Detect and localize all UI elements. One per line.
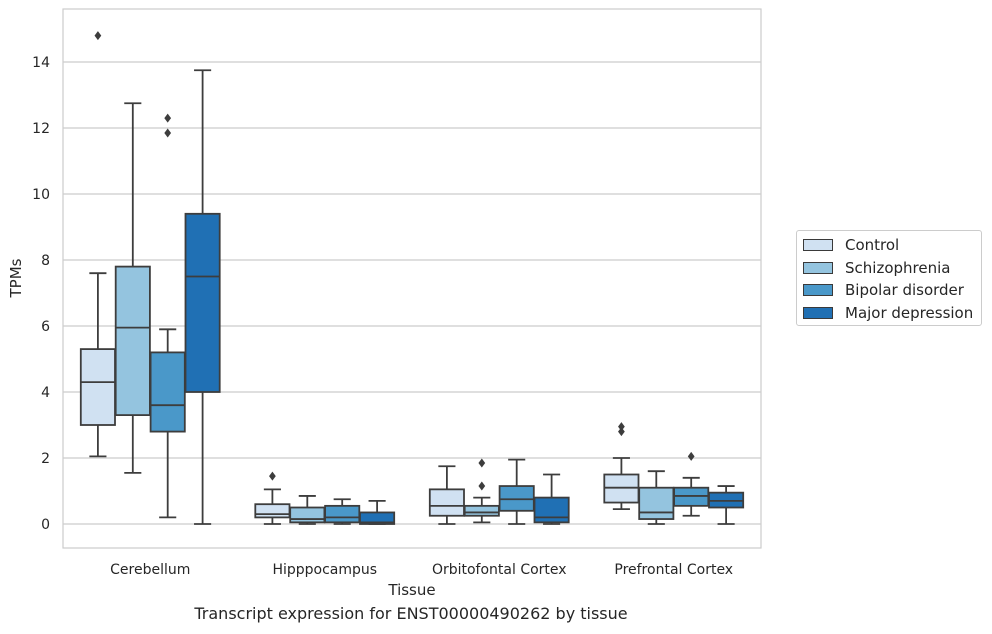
y-tick-label: 2 (41, 451, 50, 467)
legend-swatch-schizophrenia (803, 262, 833, 274)
outlier-point (164, 128, 172, 138)
box-bipolar-disorder-cerebellum (149, 113, 186, 519)
iqr-box (114, 265, 151, 417)
legend: Control Schizophrenia Bipolar disorder M… (796, 230, 982, 326)
box-bipolar-disorder-orbitofontal-cortex (498, 458, 535, 525)
plot-frame (62, 8, 762, 549)
legend-item-bipolar-disorder: Bipolar disorder (803, 280, 964, 300)
legend-swatch-bipolar-disorder (803, 284, 833, 296)
outlier-point (618, 427, 625, 437)
x-tick-label-cerebellum: Cerebellum (110, 562, 190, 578)
x-axis-label: Tissue (387, 581, 435, 599)
chart-title: Transcript expression for ENST0000049026… (194, 604, 628, 623)
outlier-point (164, 113, 172, 123)
iqr-box (463, 504, 500, 517)
legend-item-major-depression: Major depression (803, 303, 973, 323)
y-tick-label: 12 (32, 121, 50, 137)
outlier-point (687, 451, 695, 461)
legend-item-control: Control (803, 235, 899, 255)
box-control-hipppocampus (254, 471, 291, 525)
iqr-box (428, 488, 465, 517)
box-major-depression-cerebellum (184, 69, 221, 525)
x-tick-label-hipppocampus: Hipppocampus (272, 562, 377, 578)
iqr-box (324, 504, 361, 524)
iqr-box (289, 506, 326, 524)
legend-label-major-depression: Major depression (845, 304, 974, 322)
box-control-orbitofontal-cortex (428, 465, 465, 525)
y-axis-tick-labels: 0 2 4 6 8 10 12 14 (32, 55, 50, 533)
iqr-box (254, 503, 291, 519)
legend-item-schizophrenia: Schizophrenia (803, 258, 950, 278)
iqr-box (184, 212, 221, 393)
outlier-point (94, 31, 102, 41)
box-major-depression-prefrontal-cortex (708, 485, 745, 525)
box-control-prefrontal-cortex (603, 422, 640, 511)
y-tick-label: 0 (41, 517, 50, 533)
iqr-box (79, 348, 116, 426)
outlier-point (618, 422, 625, 432)
iqr-box (149, 351, 186, 433)
outlier-point (478, 481, 486, 491)
x-tick-label-prefrontal-cortex: Prefrontal Cortex (614, 562, 733, 578)
outlier-point (478, 458, 486, 468)
legend-label-schizophrenia: Schizophrenia (845, 259, 951, 277)
y-axis-label: TPMs (7, 258, 25, 298)
y-tick-label: 14 (32, 55, 50, 71)
iqr-box (533, 496, 570, 524)
box-schizophrenia-hipppocampus (289, 495, 326, 525)
box-major-depression-orbitofontal-cortex (533, 473, 570, 525)
box-schizophrenia-cerebellum (114, 102, 151, 474)
x-axis-tick-labels: Cerebellum Hipppocampus Orbitofontal Corte… (110, 562, 733, 578)
box-series (79, 31, 745, 525)
legend-label-control: Control (845, 236, 900, 254)
outlier-point (269, 471, 276, 481)
y-tick-label: 10 (32, 187, 50, 203)
box-schizophrenia-prefrontal-cortex (638, 470, 675, 525)
legend-label-bipolar-disorder: Bipolar disorder (845, 281, 964, 299)
legend-swatch-control (803, 239, 833, 251)
y-tick-label: 4 (41, 385, 50, 401)
box-control-cerebellum (79, 31, 116, 458)
x-tick-label-orbitofontal-cortex: Orbitofontal Cortex (432, 562, 567, 578)
legend-swatch-major-depression (803, 307, 833, 319)
iqr-box (359, 511, 396, 525)
box-major-depression-hipppocampus (359, 499, 396, 525)
iqr-box (638, 486, 675, 520)
y-tick-label: 6 (41, 319, 50, 335)
y-tick-label: 8 (41, 253, 50, 269)
